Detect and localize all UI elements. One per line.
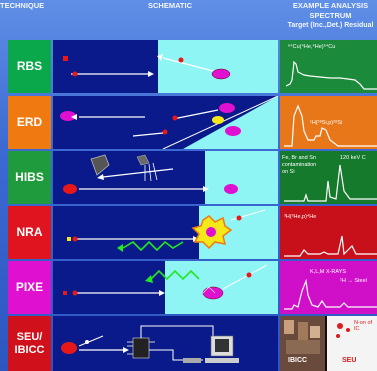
schematic-seu-ibicc: [53, 316, 278, 371]
spectrum-text-pixe: K,L,M X-RAYS: [310, 269, 346, 275]
spectrum-erd: ¹H(²⁸Si,p)²⁸Si: [280, 96, 377, 149]
schematic-nra: [53, 206, 278, 259]
spectrum-hibs: Fe, Br and Sn contamination on Si 120 ke…: [280, 151, 377, 204]
technique-label-erd: ERD: [8, 96, 51, 149]
row-rbs: RBS ⁶⁴Cu(⁴He,⁴He)⁶⁴Cu: [0, 40, 377, 93]
header-technique: TECHNIQUE: [0, 1, 45, 10]
header-spectrum-line1: EXAMPLE ANALYSIS: [292, 1, 369, 10]
spectrum-text-hibs-2: contamination: [282, 162, 317, 168]
spectrum-text-hibs-3: on Si: [282, 169, 295, 175]
row-hibs: HIBS Fe, Br and Sn: [0, 151, 377, 204]
technique-label-rbs: RBS: [8, 40, 51, 93]
spectrum-seu-ibicc: IBICC SEU N-on of IC: [280, 316, 377, 371]
technique-label-seu: SEU/: [16, 330, 43, 343]
technique-label-seu-ibicc: SEU/ IBICC: [8, 316, 51, 371]
row-seu-ibicc: SEU/ IBICC: [0, 316, 377, 371]
spectrum-text-rbs: ⁶⁴Cu(⁴He,⁴He)⁶⁴Cu: [288, 44, 336, 50]
technique-label-hibs: HIBS: [8, 151, 51, 204]
spectrum-label-ibicc: IBICC: [288, 357, 308, 364]
spectrum-subtext-pixe: ¹H → Steel: [340, 278, 367, 284]
spectrum-label-seu: SEU: [342, 357, 357, 364]
schematic-pixe: [53, 261, 278, 314]
technique-label-pixe: PIXE: [8, 261, 51, 314]
spectrum-rbs: ⁶⁴Cu(⁴He,⁴He)⁶⁴Cu: [280, 40, 377, 93]
header-spectrum-line3: Target (Inc.,Det.) Residual: [287, 22, 374, 29]
technique-label-nra: NRA: [8, 206, 51, 259]
row-pixe: PIXE K,L,M X-RAYS ¹H → Steel: [0, 261, 377, 314]
header-schematic: SCHEMATIC: [147, 1, 193, 10]
schematic-rbs: [53, 40, 278, 93]
spectrum-text-erd: ¹H(²⁸Si,p)²⁸Si: [310, 120, 343, 126]
spectrum-pixe: K,L,M X-RAYS ¹H → Steel: [280, 261, 377, 314]
header-spectrum-line2: SPECTRUM: [309, 11, 352, 20]
technique-label-ibicc: IBICC: [14, 343, 45, 356]
row-erd: ERD ¹H(²⁸Si,p)²⁸Si: [0, 96, 377, 149]
spectrum-text-hibs-energy: 120 keV C: [340, 155, 366, 161]
row-nra: NRA ³H(³He,p)⁴He: [0, 206, 377, 259]
spectrum-text-nra: ³H(³He,p)⁴He: [284, 214, 317, 220]
schematic-hibs: [53, 151, 278, 204]
spectrum-text-hibs-1: Fe, Br and Sn: [282, 155, 316, 161]
schematic-erd: [53, 96, 278, 149]
spectrum-nra: ³H(³He,p)⁴He: [280, 206, 377, 259]
spectrum-corner-seu: N-on of IC: [354, 320, 373, 332]
